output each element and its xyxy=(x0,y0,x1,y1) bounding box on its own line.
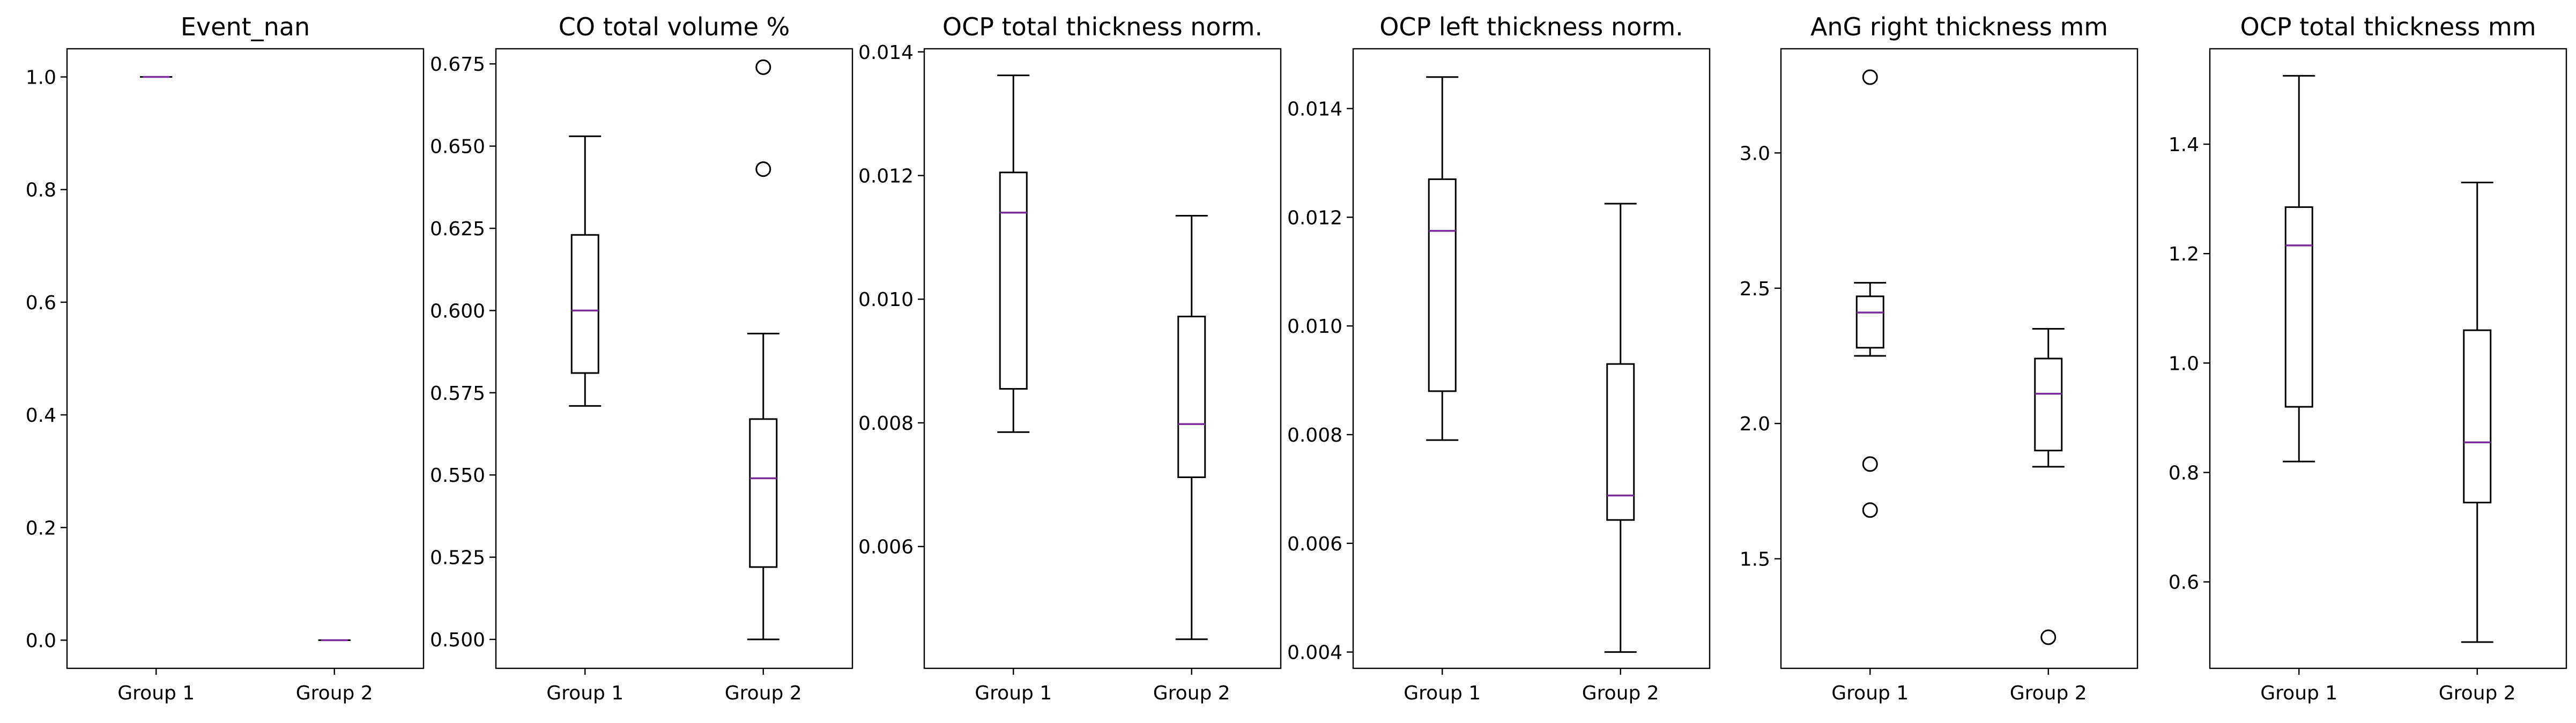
y-tick-label: 1.0 xyxy=(26,67,56,89)
y-tick-label: 0.4 xyxy=(26,405,56,427)
subplot-title: OCP left thickness norm. xyxy=(1379,12,1683,41)
subplot-5: AnG right thickness mm 1.5 2.0 2.5 3.0 Group … xyxy=(1740,12,2139,704)
y-tick-label: 0.8 xyxy=(26,180,56,202)
box xyxy=(2463,329,2492,504)
y-tick-label: 0.008 xyxy=(858,413,914,435)
y-tick-label: 0.600 xyxy=(430,300,485,322)
y-tick-label: 0.625 xyxy=(430,218,485,240)
subplot-3: OCP total thickness norm. 0.006 0.008 0.010… xyxy=(858,12,1282,704)
x-tick-label: Group 1 xyxy=(117,682,195,704)
y-tick-label: 0.006 xyxy=(1287,533,1342,555)
subplot-title: OCP total thickness mm xyxy=(2240,12,2536,41)
y-tick-label: 0.2 xyxy=(26,517,56,539)
box xyxy=(1606,363,1635,521)
y-tick-label: 0.008 xyxy=(1287,424,1342,446)
box xyxy=(749,418,778,568)
y-tick-label: 0.6 xyxy=(2169,572,2199,594)
y-tick-label: 0.0 xyxy=(26,630,56,652)
x-tick-label: Group 1 xyxy=(546,682,623,704)
subplot-4: OCP left thickness norm. 0.004 0.006 0.008 0… xyxy=(1287,12,1711,704)
box xyxy=(1855,295,1884,349)
x-tick-label: Group 1 xyxy=(1404,682,1481,704)
y-tick-label: 0.525 xyxy=(430,547,485,569)
outlier-point xyxy=(755,59,771,75)
y-tick-label: 0.010 xyxy=(1287,316,1342,338)
y-tick-label: 1.4 xyxy=(2169,134,2199,156)
y-tick-label: 0.012 xyxy=(1287,207,1342,229)
x-tick-label: Group 1 xyxy=(2260,682,2337,704)
outlier-point xyxy=(2040,629,2057,645)
y-tick-label: 0.550 xyxy=(430,465,485,487)
y-tick-label: 0.675 xyxy=(430,54,485,76)
outlier-point xyxy=(755,161,771,177)
box xyxy=(2284,206,2313,408)
y-tick-label: 0.004 xyxy=(1287,642,1342,664)
x-tick-label: Group 1 xyxy=(1831,682,1909,704)
x-tick-label: Group 1 xyxy=(975,682,1052,704)
x-tick-label: Group 2 xyxy=(725,682,802,704)
outlier-point xyxy=(1862,69,1878,85)
y-tick-label: 0.006 xyxy=(858,536,914,558)
y-tick-label: 1.0 xyxy=(2169,353,2199,375)
x-tick-label: Group 2 xyxy=(1582,682,1659,704)
plot-frame xyxy=(495,48,853,669)
box xyxy=(999,172,1028,390)
subplot-title: AnG right thickness mm xyxy=(1810,12,2108,41)
y-tick-label: 2.0 xyxy=(1740,413,1770,435)
box xyxy=(570,234,599,374)
outlier-point xyxy=(1862,502,1878,518)
y-tick-label: 0.575 xyxy=(430,383,485,405)
y-tick-label: 1.2 xyxy=(2169,243,2199,265)
y-tick-label: 0.500 xyxy=(430,629,485,651)
subplot-2: CO total volume % 0.500 0.525 0.550 0.575 0.6… xyxy=(430,12,853,704)
box xyxy=(1428,178,1457,392)
y-tick-label: 0.650 xyxy=(430,136,485,158)
y-tick-label: 0.010 xyxy=(858,289,914,311)
x-tick-label: Group 2 xyxy=(2439,682,2516,704)
plot-frame xyxy=(923,48,1282,669)
y-tick-label: 0.014 xyxy=(858,42,914,64)
box xyxy=(2034,357,2063,452)
y-tick-label: 1.5 xyxy=(1740,549,1770,571)
x-tick-label: Group 2 xyxy=(1153,682,1230,704)
y-tick-label: 0.012 xyxy=(858,166,914,188)
x-tick-label: Group 2 xyxy=(296,682,373,704)
subplot-1: Event_nan 0.0 0.2 0.4 0.6 0.8 1.0 Group 1 Group … xyxy=(26,12,425,704)
outlier-point xyxy=(1862,456,1878,472)
y-tick-label: 2.5 xyxy=(1740,278,1770,300)
y-tick-label: 0.014 xyxy=(1287,99,1342,121)
y-tick-label: 0.6 xyxy=(26,292,56,314)
subplot-title: OCP total thickness norm. xyxy=(942,12,1263,41)
y-tick-label: 3.0 xyxy=(1740,143,1770,165)
x-tick-label: Group 2 xyxy=(2010,682,2087,704)
subplot-title: CO total volume % xyxy=(559,12,790,41)
box xyxy=(1177,316,1206,479)
y-tick-label: 0.8 xyxy=(2169,463,2199,485)
plot-frame xyxy=(1780,48,2139,669)
plot-frame xyxy=(66,48,425,669)
plot-frame xyxy=(2209,48,2567,669)
subplot-title: Event_nan xyxy=(181,12,310,41)
subplot-6: OCP total thickness mm 0.6 0.8 1.0 1.2 1.4 Gro… xyxy=(2169,12,2567,704)
plot-frame xyxy=(1352,48,1711,669)
